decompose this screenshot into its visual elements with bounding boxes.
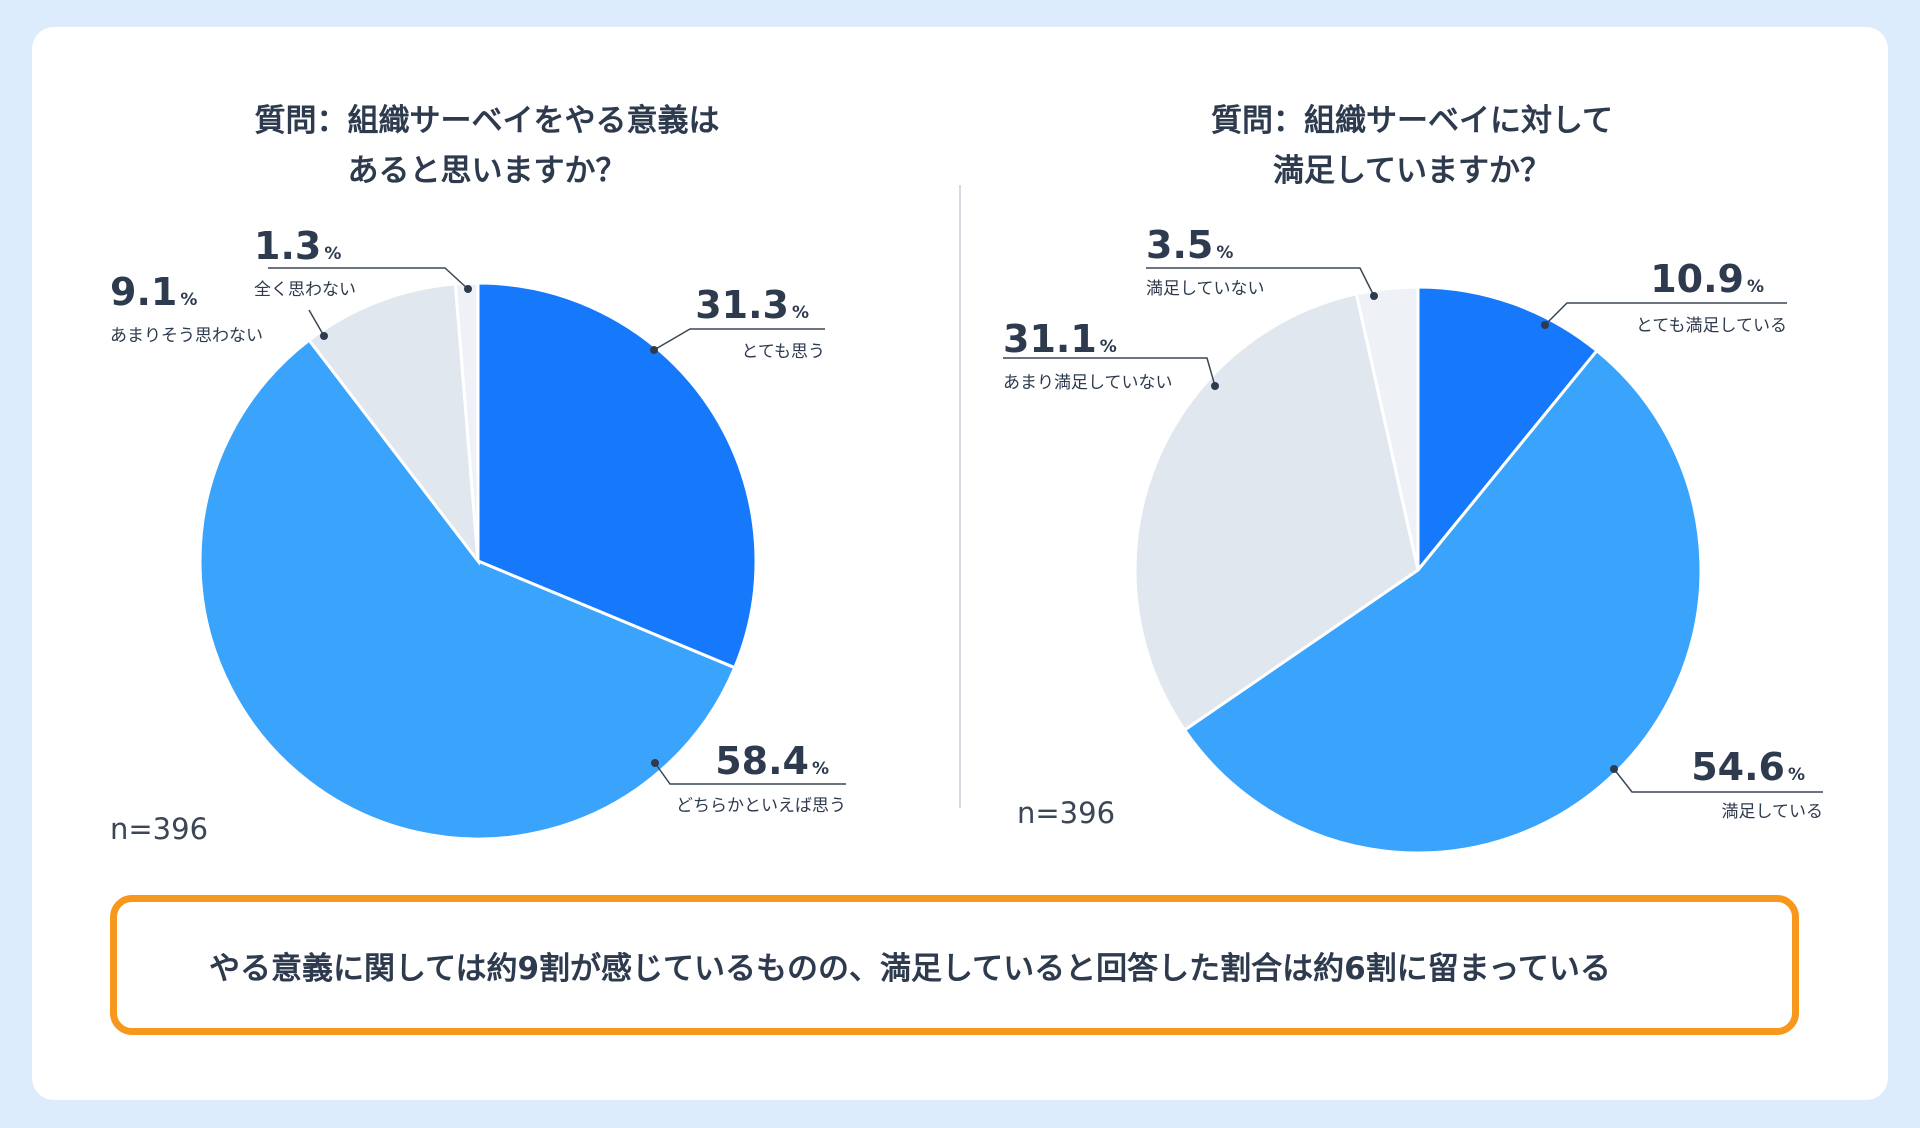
conclusion-text: やる意義に関しては約9割が感じているものの、満足していると回答した割合は約6割に… — [209, 950, 1611, 987]
sample-size: n=396 — [1017, 796, 1115, 830]
leader-line — [1613, 768, 1823, 793]
leader-line — [654, 762, 846, 785]
conclusion-box: やる意義に関しては約9割が感じているものの、満足していると回答した割合は約6割に… — [110, 895, 1799, 1035]
slice-value: 1.3% — [254, 224, 341, 268]
sample-size: n=396 — [110, 812, 208, 846]
slice-value: 31.3% — [695, 283, 809, 327]
leader-line — [1544, 302, 1787, 326]
chart-title-line: 質問：組織サーベイをやる意義は — [255, 103, 720, 139]
slice-value: 3.5% — [1146, 223, 1233, 267]
slice-label: あまりそう思わない — [110, 326, 263, 346]
slice-label: 全く思わない — [254, 280, 356, 300]
slice-value: 10.9% — [1650, 257, 1764, 301]
leader-line — [308, 309, 325, 337]
slice-label: 満足していない — [1146, 279, 1265, 299]
chart-title-line: 質問：組織サーベイに対して — [1211, 103, 1613, 139]
slice-label: どちらかといえば思う — [676, 796, 846, 816]
pie-slice — [1133, 292, 1420, 733]
slice-label: とても思う — [741, 342, 825, 362]
pie-slice — [307, 282, 480, 566]
pie-slice — [198, 338, 737, 841]
leader-dot — [1541, 321, 1549, 329]
chart-title-line: 満足していますか？ — [1273, 153, 1551, 189]
pie-slice — [1182, 348, 1703, 855]
slice-value: 58.4% — [715, 739, 829, 783]
leader-dot — [1211, 382, 1219, 390]
leader-line — [653, 328, 825, 351]
slice-label: とても満足している — [1636, 316, 1787, 336]
leader-dot — [464, 285, 472, 293]
pie-slice — [453, 281, 480, 562]
leader-dot — [320, 332, 328, 340]
pie-slice — [476, 281, 758, 670]
leader-dot — [1610, 765, 1618, 773]
leader-dot — [650, 346, 658, 354]
leader-line — [1146, 267, 1375, 297]
pie-slice — [1416, 285, 1599, 575]
slice-value: 9.1% — [110, 270, 197, 314]
leader-line — [268, 267, 469, 290]
leader-line — [1003, 357, 1216, 387]
leader-dot — [651, 759, 659, 767]
chart-title-line: あると思いますか？ — [348, 153, 627, 189]
slice-value: 54.6% — [1691, 745, 1805, 789]
slice-value: 31.1% — [1003, 317, 1117, 361]
slice-label: 満足している — [1722, 802, 1824, 822]
leader-dot — [1370, 292, 1378, 300]
slice-label: あまり満足していない — [1003, 373, 1173, 393]
pie-slice — [1354, 285, 1420, 571]
